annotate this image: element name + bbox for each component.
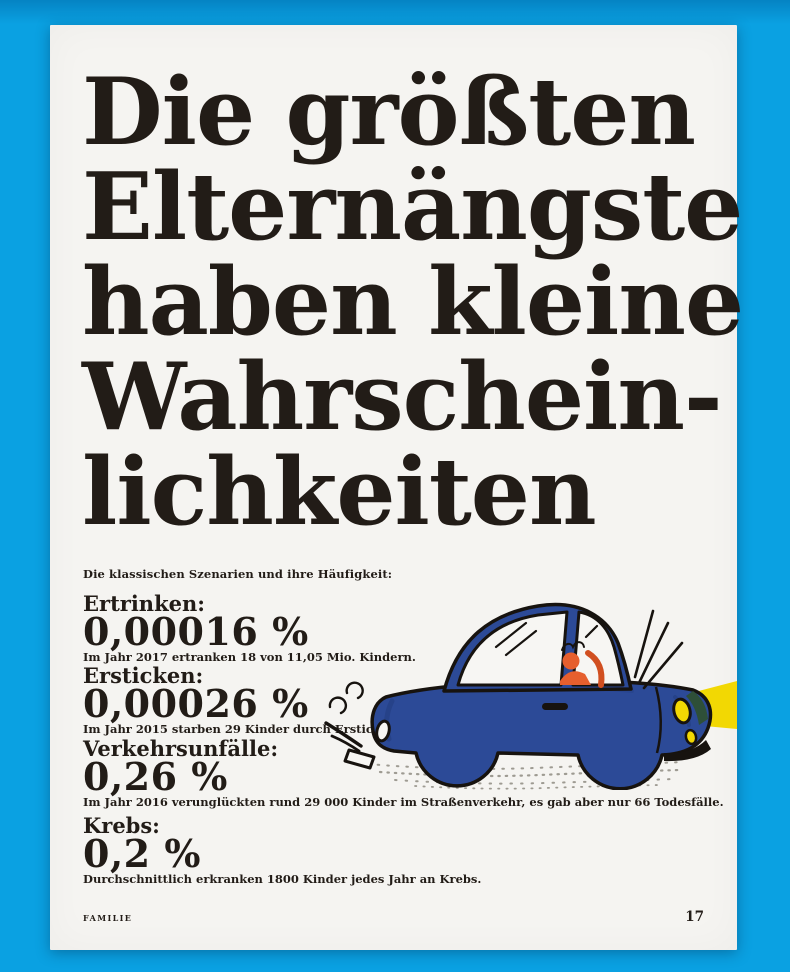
stat-caption: Im Jahr 2015 starben 29 Kinder durch Ers… — [83, 722, 401, 736]
page-footer: FAMILIE 17 — [83, 909, 704, 925]
stat-value: 0,26 % — [83, 754, 228, 799]
stat-ersticken: Ersticken: 0,00026 % Im Jahr 2015 starbe… — [83, 664, 401, 736]
footer-section-label: FAMILIE — [83, 913, 133, 923]
exhaust-pipe — [343, 748, 376, 770]
stat-ertrinken: Ertrinken: 0,00016 % Im Jahr 2017 ertran… — [83, 592, 416, 664]
headlight — [672, 697, 692, 725]
headline-line-2: Elternängste — [82, 152, 743, 261]
headline-line-1: Die größten — [82, 57, 696, 166]
headline-line-4: Wahrschein- — [82, 342, 723, 451]
footer-page-number: 17 — [685, 909, 704, 925]
stat-krebs: Krebs: 0,2 % Durchschnittlich erkranken … — [83, 814, 481, 886]
stat-verkehrsunfaelle: Verkehrsunfälle: 0,26 % Im Jahr 2016 ver… — [83, 737, 724, 809]
headlight-shadow-patch — [686, 691, 708, 725]
stat-caption: Im Jahr 2017 ertranken 18 von 11,05 Mio.… — [83, 650, 416, 664]
stat-label: Verkehrsunfälle: — [83, 736, 279, 761]
front-bumper — [664, 740, 711, 762]
tail-light — [375, 719, 391, 743]
stat-value: 0,00026 % — [83, 681, 309, 726]
stat-label: Ertrinken: — [83, 591, 206, 616]
headline-line-5: lichkeiten — [82, 437, 597, 546]
window-reflections — [494, 621, 599, 657]
driver-child — [560, 641, 605, 688]
stat-caption: Durchschnittlich erkranken 1800 Kinder j… — [83, 872, 482, 886]
exhaust-smoke — [324, 681, 364, 753]
car-illustration — [324, 602, 737, 790]
door-handle — [542, 703, 568, 710]
headline-line-3: haben kleine — [82, 247, 744, 356]
headlight-small — [684, 728, 698, 746]
intro-text: Die klassischen Szenarien und ihre Häufi… — [83, 567, 393, 581]
stat-label: Krebs: — [83, 813, 160, 838]
magazine-page: Die größten Elternängste haben kleine Wa… — [50, 25, 744, 950]
stat-label: Ersticken: — [83, 663, 204, 688]
stat-caption: Im Jahr 2016 verunglückten rund 29 000 K… — [83, 795, 724, 809]
stat-value: 0,2 % — [83, 831, 201, 876]
front-seam — [654, 686, 663, 754]
speed-lines — [633, 609, 684, 690]
front-window — [571, 610, 625, 687]
headline: Die größten Elternängste haben kleine Wa… — [82, 57, 744, 546]
stat-value: 0,00016 % — [83, 609, 309, 654]
